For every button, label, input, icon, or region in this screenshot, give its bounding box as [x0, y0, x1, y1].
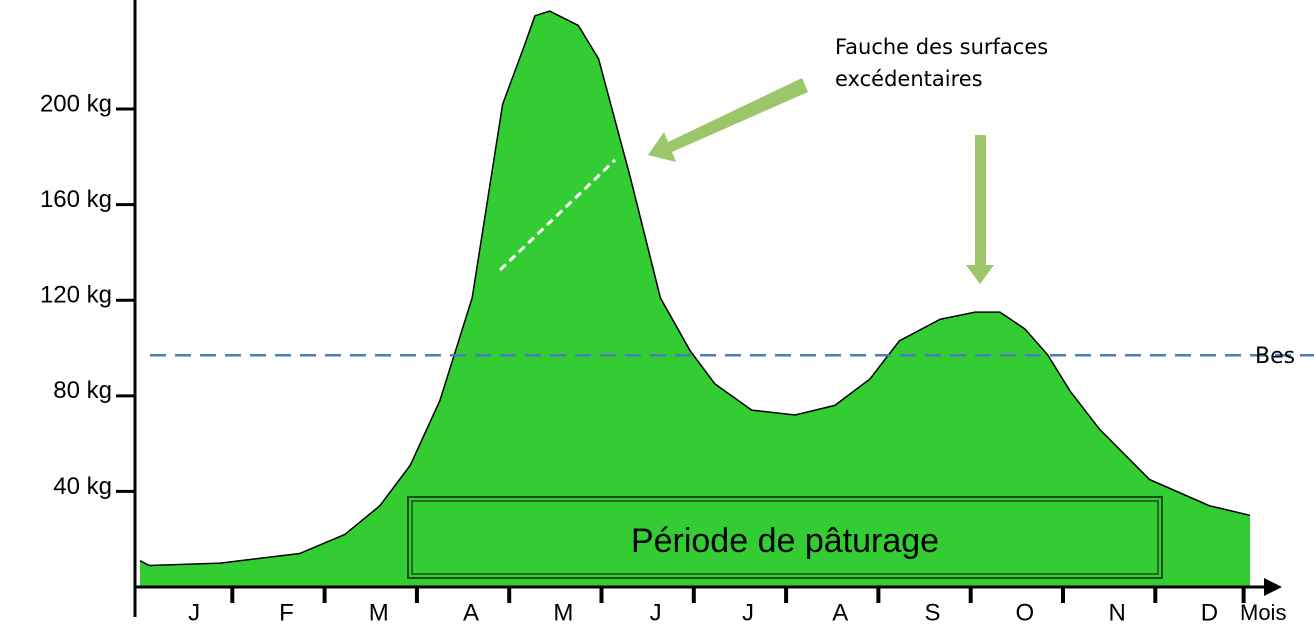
arrow-diagonal: [648, 78, 808, 162]
y-tick-label: 200 kg: [40, 90, 112, 117]
x-axis-label: Mois: [1240, 600, 1286, 625]
arrows: [648, 78, 994, 284]
period-box: [407, 496, 1163, 579]
x-tick-label: J: [650, 599, 662, 626]
annotation: Fauche des surfaces: [835, 35, 1048, 59]
threshold-label: Bes: [1255, 344, 1295, 369]
y-tick-label: 80 kg: [53, 377, 112, 404]
y-tick-label: 160 kg: [40, 186, 112, 213]
area-outline: [139, 10, 1251, 567]
y-tick-label: 40 kg: [53, 473, 112, 500]
x-tick-label: M: [553, 599, 573, 626]
x-tick-label: F: [279, 599, 294, 626]
x-tick-label: S: [925, 599, 941, 626]
x-tick-label: A: [832, 599, 848, 626]
x-tick-label: D: [1201, 599, 1218, 626]
area-fill: [140, 11, 1250, 587]
x-axis-arrow: [1264, 578, 1282, 596]
period-label: Période de pâturage: [631, 522, 939, 560]
x-tick-label: A: [463, 599, 479, 626]
arrow-down: [966, 135, 994, 284]
x-tick-label: N: [1108, 599, 1125, 626]
x-tick-label: J: [742, 599, 754, 626]
annotation: excédentaires: [835, 67, 983, 91]
x-tick-label: M: [369, 599, 389, 626]
period-box-inner: [411, 500, 1159, 575]
x-tick-label: J: [188, 599, 200, 626]
y-tick-label: 120 kg: [40, 282, 112, 309]
cut-line: [498, 158, 617, 272]
x-tick-label: O: [1016, 599, 1035, 626]
